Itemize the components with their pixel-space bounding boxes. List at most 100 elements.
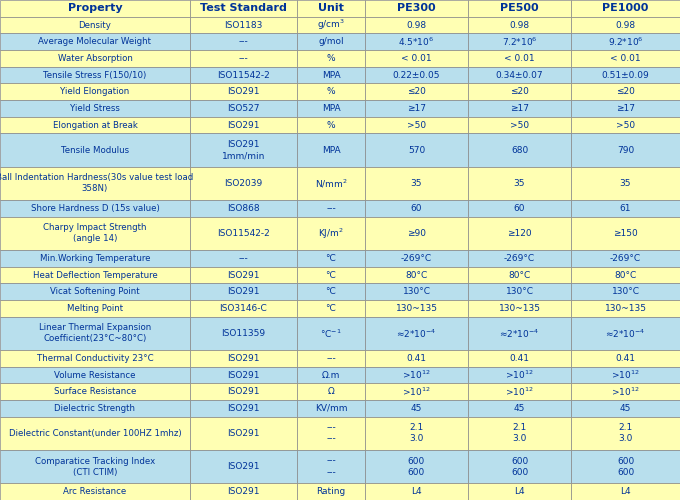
Text: Yield Stress: Yield Stress: [70, 104, 120, 113]
Text: < 0.01: < 0.01: [610, 54, 641, 63]
Text: Rating: Rating: [316, 487, 345, 496]
Text: -269°C: -269°C: [401, 254, 432, 263]
Bar: [0, 484, 190, 500]
Bar: [297, 450, 365, 484]
Text: PE1000: PE1000: [602, 4, 649, 14]
Bar: [365, 350, 468, 366]
Text: >10$^{12}$: >10$^{12}$: [403, 386, 430, 398]
Bar: [0, 100, 190, 116]
Text: MPA: MPA: [322, 70, 340, 80]
Bar: [297, 350, 365, 366]
Bar: [365, 450, 468, 484]
Text: PE500: PE500: [500, 4, 539, 14]
Text: 0.41: 0.41: [407, 354, 426, 363]
Bar: [365, 166, 468, 200]
Text: -269°C: -269°C: [504, 254, 535, 263]
Text: Dielectric Strength: Dielectric Strength: [54, 404, 135, 413]
Bar: [297, 66, 365, 84]
Bar: [0, 166, 190, 200]
Bar: [365, 200, 468, 216]
Text: ≤20: ≤20: [407, 87, 426, 96]
Text: ISO291: ISO291: [227, 140, 260, 149]
Bar: [190, 250, 297, 266]
Text: 358N): 358N): [82, 184, 108, 194]
Bar: [0, 84, 190, 100]
Text: 130~135: 130~135: [605, 304, 647, 313]
Bar: [468, 216, 571, 250]
Bar: [0, 450, 190, 484]
Bar: [297, 134, 365, 166]
Bar: [571, 350, 680, 366]
Text: ---: ---: [239, 254, 248, 263]
Text: ISO291: ISO291: [227, 270, 260, 280]
Bar: [190, 416, 297, 450]
Bar: [190, 166, 297, 200]
Text: Min.Working Temperature: Min.Working Temperature: [39, 254, 150, 263]
Bar: [190, 100, 297, 116]
Bar: [571, 366, 680, 384]
Bar: [571, 284, 680, 300]
Text: ISO291: ISO291: [227, 429, 260, 438]
Bar: [571, 400, 680, 416]
Text: ISO291: ISO291: [227, 387, 260, 396]
Bar: [468, 416, 571, 450]
Text: 9.2*10$^6$: 9.2*10$^6$: [608, 36, 643, 48]
Bar: [297, 416, 365, 450]
Text: 7.2*10$^6$: 7.2*10$^6$: [502, 36, 537, 48]
Bar: [468, 400, 571, 416]
Text: 600: 600: [511, 456, 528, 466]
Bar: [297, 484, 365, 500]
Text: 130°C: 130°C: [505, 287, 534, 296]
Bar: [190, 300, 297, 316]
Bar: [571, 316, 680, 350]
Text: 3.0: 3.0: [618, 434, 632, 444]
Text: 600: 600: [511, 468, 528, 476]
Bar: [0, 16, 190, 34]
Text: 600: 600: [408, 468, 425, 476]
Text: %: %: [326, 120, 335, 130]
Bar: [190, 350, 297, 366]
Text: 130°C: 130°C: [611, 287, 639, 296]
Bar: [0, 284, 190, 300]
Bar: [571, 384, 680, 400]
Text: ISO291: ISO291: [227, 370, 260, 380]
Text: ISO291: ISO291: [227, 120, 260, 130]
Bar: [0, 134, 190, 166]
Text: Vicat Softening Point: Vicat Softening Point: [50, 287, 140, 296]
Text: Coefficient(23°C~80°C): Coefficient(23°C~80°C): [44, 334, 147, 344]
Bar: [571, 266, 680, 283]
Bar: [365, 484, 468, 500]
Bar: [190, 400, 297, 416]
Bar: [571, 200, 680, 216]
Text: Charpy Impact Strength: Charpy Impact Strength: [44, 224, 147, 232]
Bar: [297, 316, 365, 350]
Bar: [0, 200, 190, 216]
Bar: [571, 100, 680, 116]
Text: 130~135: 130~135: [396, 304, 437, 313]
Bar: [190, 284, 297, 300]
Text: Dielectric Constant(under 100HZ 1mhz): Dielectric Constant(under 100HZ 1mhz): [9, 429, 182, 438]
Bar: [365, 216, 468, 250]
Text: >10$^{12}$: >10$^{12}$: [505, 369, 534, 381]
Text: Ball Indentation Hardness(30s value test load: Ball Indentation Hardness(30s value test…: [0, 174, 194, 182]
Bar: [297, 216, 365, 250]
Text: 60: 60: [411, 204, 422, 213]
Bar: [365, 34, 468, 50]
Bar: [190, 216, 297, 250]
Bar: [190, 84, 297, 100]
Bar: [190, 34, 297, 50]
Bar: [468, 66, 571, 84]
Bar: [571, 484, 680, 500]
Text: ≥17: ≥17: [407, 104, 426, 113]
Bar: [297, 200, 365, 216]
Bar: [190, 484, 297, 500]
Text: ---: ---: [326, 434, 336, 444]
Text: ≤20: ≤20: [616, 87, 635, 96]
Text: 0.98: 0.98: [615, 20, 636, 30]
Text: Water Absorption: Water Absorption: [58, 54, 133, 63]
Text: ISO11359: ISO11359: [222, 329, 266, 338]
Text: 600: 600: [617, 468, 634, 476]
Text: ISO291: ISO291: [227, 462, 260, 471]
Text: 80°C: 80°C: [509, 270, 530, 280]
Text: ---: ---: [326, 424, 336, 432]
